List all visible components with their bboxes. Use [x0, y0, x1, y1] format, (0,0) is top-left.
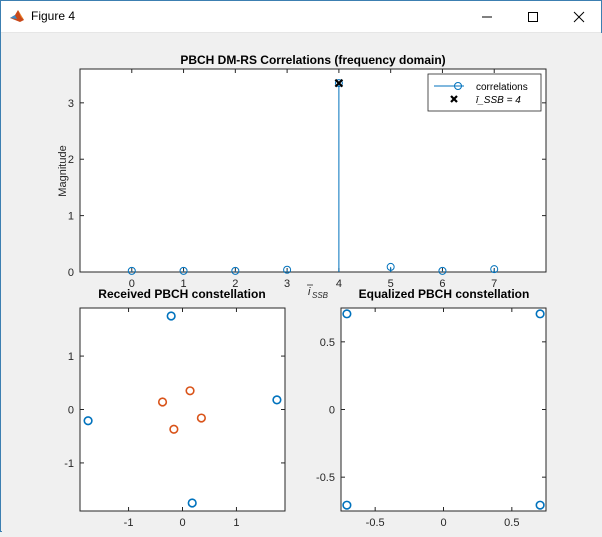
legend-box — [427, 73, 542, 112]
x-tick-label: 3 — [284, 278, 290, 290]
y-axis-label: Magnitude — [57, 145, 69, 196]
axes-ticks: -1 0 1 -1 0 1 — [64, 308, 285, 529]
x-tick-label: -0.5 — [366, 517, 385, 529]
stem-marker — [334, 79, 343, 88]
constellation-point — [83, 416, 93, 426]
x-tick-label: 5 — [388, 278, 394, 290]
constellation-point — [342, 500, 352, 510]
constellation-point — [187, 498, 197, 508]
y-tick-label: -0.5 — [316, 472, 335, 484]
legend-label-correlations: correlations — [476, 82, 528, 93]
stem-marker — [127, 266, 136, 275]
stem-marker — [438, 266, 447, 275]
close-button[interactable] — [556, 1, 602, 32]
stem-marker — [283, 265, 292, 274]
axes-title: Equalized PBCH constellation — [359, 287, 530, 301]
stem-marker — [386, 262, 395, 271]
y-tick-label: 1 — [68, 351, 74, 363]
maximize-button[interactable] — [510, 1, 556, 32]
figure-svg: PBCH DM-RS Correlations (frequency domai… — [57, 53, 547, 529]
x-tick-label: 0 — [179, 517, 185, 529]
stem-marker — [179, 266, 188, 275]
axes-box — [79, 307, 286, 512]
y-tick-label: -1 — [64, 458, 74, 470]
scatter-series — [83, 311, 282, 508]
constellation-point — [535, 309, 545, 319]
stem-marker — [490, 265, 499, 274]
window-title: Figure 4 — [31, 9, 76, 23]
constellation-point — [342, 309, 352, 319]
constellation-point — [196, 413, 206, 423]
maximize-icon — [528, 11, 538, 22]
legend: correlations ī_SSB = 4 — [427, 73, 542, 112]
x-tick-label: 1 — [180, 278, 186, 290]
y-tick-label: 2 — [68, 154, 74, 166]
y-tick-label: 0.5 — [320, 337, 335, 349]
x-tick-label: 2 — [232, 278, 238, 290]
x-tick-label: 1 — [233, 517, 239, 529]
close-icon — [573, 11, 585, 22]
axes-ticks: 0 1 2 3 4 5 6 7 0 1 2 3 — [68, 69, 546, 290]
constellation-point — [535, 500, 545, 510]
x-tick-label: -1 — [124, 517, 134, 529]
correlation-axes: PBCH DM-RS Correlations (frequency domai… — [57, 53, 547, 300]
constellation-point — [157, 397, 168, 407]
y-tick-label: 0 — [68, 267, 74, 279]
figure-canvas: PBCH DM-RS Correlations (frequency domai… — [2, 33, 602, 532]
equalized-constellation-axes: Equalized PBCH constellation -0.5 0 0.5-0.… — [316, 287, 547, 529]
constellation-point — [185, 386, 195, 396]
constellation-point — [169, 424, 179, 434]
x-tick-label: 0 — [440, 517, 446, 529]
y-tick-label: 0 — [329, 405, 335, 417]
x-tick-label: 7 — [491, 278, 497, 290]
legend-label-peak: ī_SSB = 4 — [476, 95, 521, 106]
axes-title: PBCH DM-RS Correlations (frequency domai… — [180, 53, 445, 67]
stem-series — [127, 78, 499, 275]
x-tick-label: 0 — [129, 278, 135, 290]
y-tick-label: 0 — [68, 405, 74, 417]
matlab-icon — [9, 8, 25, 24]
x-axis-label-main: i — [308, 286, 311, 298]
x-axis-label: i SSB — [307, 284, 329, 300]
axes-ticks: -0.5 0 0.5 -0.5 0 0.5 — [316, 308, 546, 529]
constellation-point — [166, 311, 176, 321]
constellation-point — [272, 395, 282, 405]
legend-marker-correlations — [454, 82, 462, 90]
x-tick-label: 6 — [439, 278, 445, 290]
axes-box — [340, 307, 547, 512]
stem-marker — [231, 266, 240, 275]
y-tick-label: 1 — [68, 211, 74, 223]
minimize-button[interactable] — [464, 1, 510, 32]
y-tick-label: 3 — [68, 98, 74, 110]
received-constellation-axes: Received PBCH constellation -1 0 1 -1 0 1 — [64, 287, 286, 529]
x-tick-label: 0.5 — [504, 517, 519, 529]
x-axis-label-sub: SSB — [312, 291, 329, 300]
title-bar[interactable]: Figure 4 — [1, 1, 601, 33]
axes-title: Received PBCH constellation — [98, 287, 265, 301]
legend-marker-peak — [450, 95, 458, 103]
scatter-series — [342, 309, 545, 510]
peak-marker — [334, 78, 344, 88]
x-tick-label: 4 — [336, 278, 342, 290]
minimize-icon — [482, 16, 492, 17]
